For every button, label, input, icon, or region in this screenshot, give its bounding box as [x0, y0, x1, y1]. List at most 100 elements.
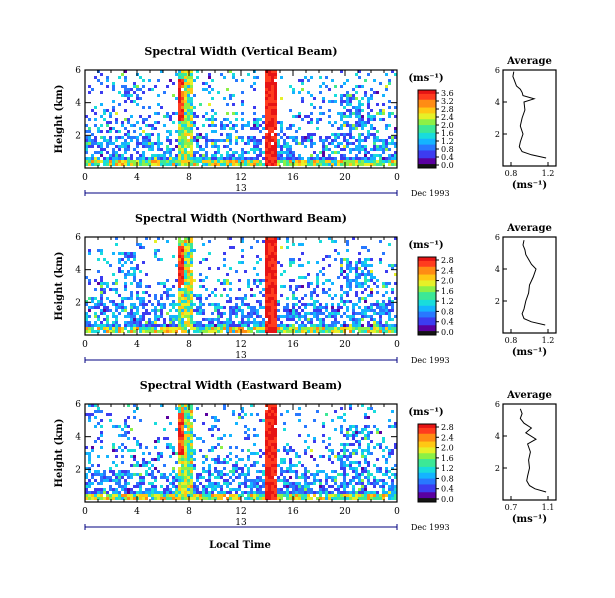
- heat-cell: [265, 160, 268, 163]
- heat-cell: [163, 291, 166, 294]
- heat-cell: [106, 163, 109, 166]
- heat-cell: [274, 276, 277, 279]
- heat-cell: [208, 163, 211, 166]
- heat-cell: [364, 461, 367, 464]
- heat-cell: [127, 157, 130, 160]
- colorbar-segment: [418, 107, 436, 110]
- heat-cell: [391, 139, 394, 142]
- colorbar-segment: [418, 299, 436, 303]
- heat-cell: [238, 297, 241, 300]
- heat-cell: [211, 79, 214, 82]
- heat-cell: [271, 115, 274, 118]
- heat-cell: [319, 240, 322, 243]
- heat-cell: [133, 258, 136, 261]
- heat-cell: [136, 103, 139, 106]
- heat-cell: [361, 109, 364, 112]
- heat-cell: [172, 476, 175, 479]
- heat-cell: [328, 148, 331, 151]
- heat-cell: [91, 464, 94, 467]
- heat-cell: [109, 413, 112, 416]
- heat-cell: [217, 312, 220, 315]
- heat-cell: [214, 309, 217, 312]
- heat-cell: [268, 479, 271, 482]
- heat-cell: [196, 437, 199, 440]
- heat-cell: [109, 130, 112, 133]
- heat-cell: [211, 425, 214, 428]
- heat-cell: [199, 497, 202, 500]
- heat-cell: [202, 455, 205, 458]
- heat-cell: [253, 136, 256, 139]
- heat-cell: [151, 148, 154, 151]
- heat-cell: [241, 300, 244, 303]
- heat-cell: [172, 306, 175, 309]
- heat-cell: [355, 160, 358, 163]
- heat-cell: [292, 115, 295, 118]
- heat-cell: [208, 324, 211, 327]
- heat-cell: [241, 470, 244, 473]
- heat-cell: [214, 446, 217, 449]
- heat-cell: [373, 476, 376, 479]
- heat-cell: [310, 321, 313, 324]
- heat-cell: [271, 303, 274, 306]
- heat-cell: [349, 479, 352, 482]
- heat-cell: [391, 497, 394, 500]
- avg-y-tick-label: 2: [495, 464, 500, 473]
- heat-cell: [181, 324, 184, 327]
- heat-cell: [355, 431, 358, 434]
- heat-cell: [250, 127, 253, 130]
- heat-cell: [337, 327, 340, 330]
- heat-cell: [271, 148, 274, 151]
- heat-cell: [190, 422, 193, 425]
- colorbar-segment: [418, 488, 436, 491]
- heat-cell: [154, 330, 157, 333]
- heat-cell: [178, 309, 181, 312]
- heat-cell: [271, 160, 274, 163]
- heat-cell: [289, 494, 292, 497]
- heat-cell: [211, 163, 214, 166]
- heat-cell: [157, 154, 160, 157]
- heat-cell: [310, 94, 313, 97]
- heat-cell: [229, 139, 232, 142]
- heat-cell: [91, 476, 94, 479]
- heat-cell: [334, 139, 337, 142]
- heat-cell: [298, 488, 301, 491]
- colorbar-frame: [417, 256, 437, 336]
- heat-cell: [268, 428, 271, 431]
- heat-cell: [334, 163, 337, 166]
- heat-cell: [169, 318, 172, 321]
- heat-cell: [379, 431, 382, 434]
- heat-cell: [187, 252, 190, 255]
- heat-cell: [370, 94, 373, 97]
- heat-cell: [268, 312, 271, 315]
- heat-cell: [181, 422, 184, 425]
- heat-cell: [349, 324, 352, 327]
- heat-cell: [337, 312, 340, 315]
- heat-cell: [205, 142, 208, 145]
- heat-cell: [385, 142, 388, 145]
- heat-cell: [226, 461, 229, 464]
- heat-cell: [328, 237, 331, 240]
- heat-cell: [322, 440, 325, 443]
- heat-cell: [133, 279, 136, 282]
- heat-cell: [391, 488, 394, 491]
- heat-cell: [217, 306, 220, 309]
- heat-cell: [277, 309, 280, 312]
- heat-cell: [367, 258, 370, 261]
- heat-cell: [175, 494, 178, 497]
- heat-cell: [307, 285, 310, 288]
- heat-cell: [295, 330, 298, 333]
- heat-cell: [127, 449, 130, 452]
- heat-cell: [166, 416, 169, 419]
- heat-cell: [289, 491, 292, 494]
- heat-cell: [262, 470, 265, 473]
- heat-cell: [388, 297, 391, 300]
- heat-cell: [277, 479, 280, 482]
- heat-cell: [88, 315, 91, 318]
- heat-cell: [127, 330, 130, 333]
- heat-cell: [391, 267, 394, 270]
- heat-cell: [190, 112, 193, 115]
- heat-cell: [352, 431, 355, 434]
- heat-cell: [85, 324, 88, 327]
- colorbar-segment: [418, 292, 436, 295]
- heat-cell: [97, 494, 100, 497]
